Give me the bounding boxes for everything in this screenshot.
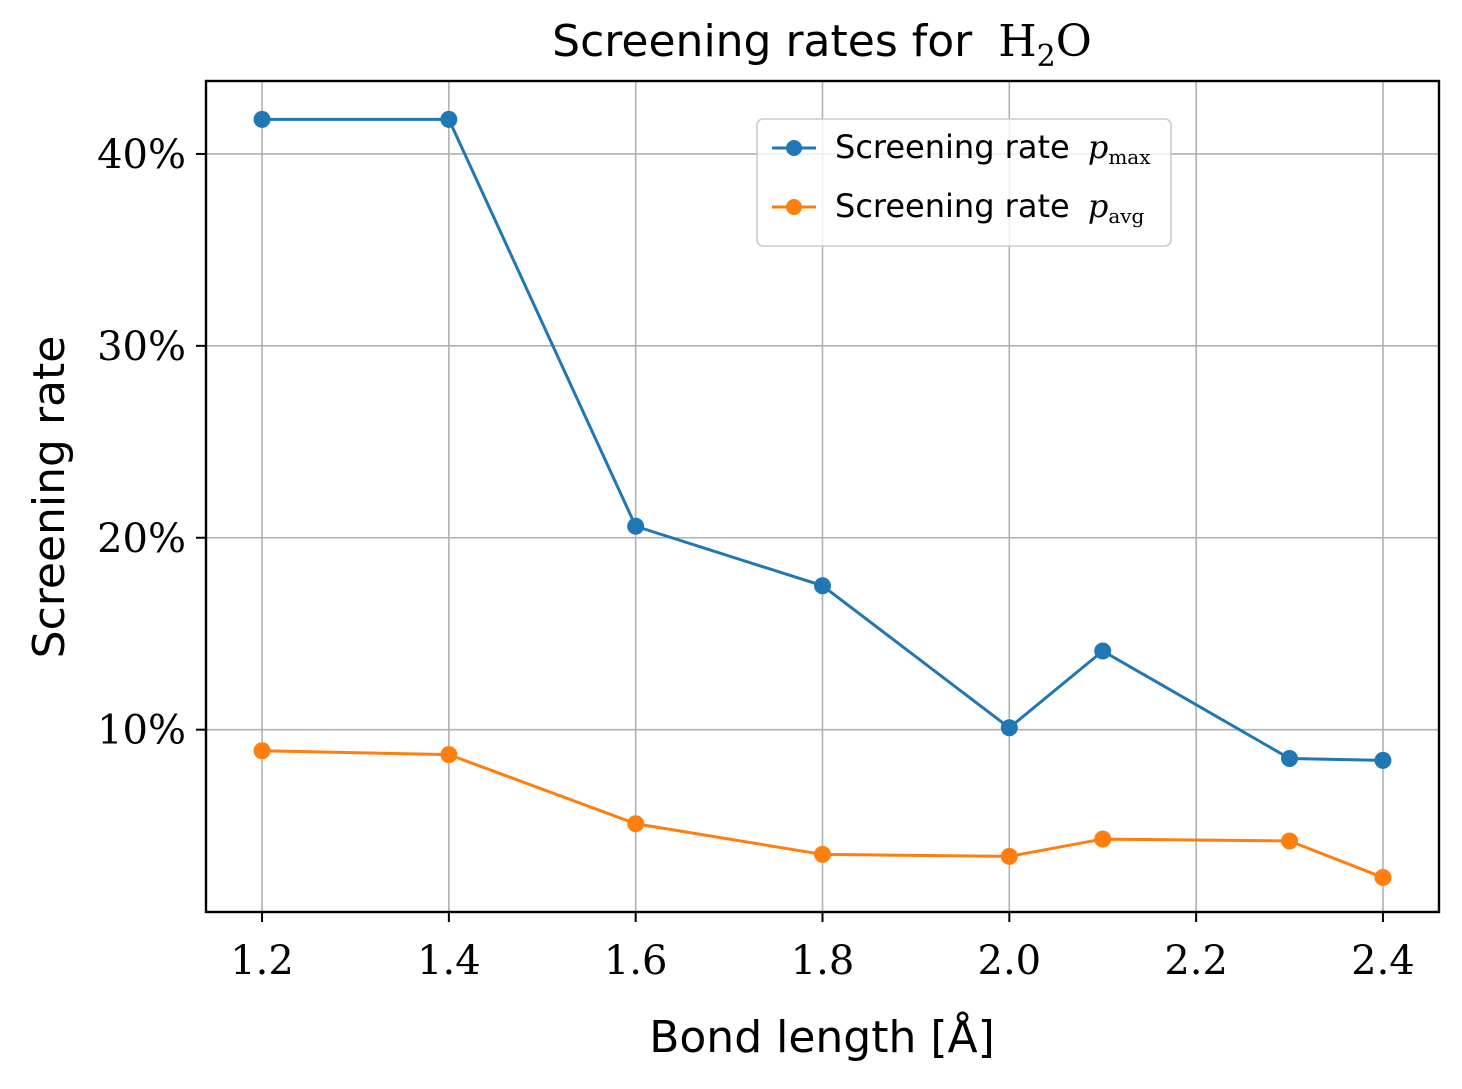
series-avg (253, 742, 1392, 886)
x-axis-label: Bond length [Å] (649, 1010, 995, 1063)
x-tick-label: 1.4 (417, 938, 481, 984)
legend-label-pavg-sub: avg (1108, 204, 1144, 228)
data-point-max (1374, 751, 1392, 769)
x-tick-label: 2.0 (978, 938, 1042, 984)
y-tick-label: 30% (97, 324, 186, 370)
chart-title-formula: H (998, 16, 1036, 67)
data-point-avg (814, 845, 831, 863)
legend-label-pmax: Screening rate pmax (835, 128, 1151, 169)
data-point-max (1281, 749, 1299, 767)
series-line-max (262, 117, 1383, 762)
data-point-avg (1094, 830, 1112, 848)
legend-entry-pmax: Screening rate pmax (772, 128, 1151, 169)
data-point-avg (253, 742, 271, 760)
y-tick-label: 40% (97, 132, 186, 178)
data-point-avg (627, 815, 645, 833)
legend-label-pmax-symbol: p (1088, 128, 1108, 166)
legend-box (756, 118, 1172, 247)
legend: Screening rate pmax Screening rate pavg (756, 118, 1172, 247)
x-tick-label: 2.4 (1351, 938, 1415, 984)
data-point-max (440, 110, 458, 128)
legend-label-pavg: Screening rate pavg (835, 187, 1145, 228)
data-point-max (1094, 642, 1112, 660)
x-tick-label: 1.8 (791, 938, 855, 984)
legend-marker-pmax (786, 140, 802, 156)
ticks: 1.2 1.4 1.6 1.8 2.0 2.2 2.4 10% 20% 30% 40% (97, 132, 1415, 984)
grid (206, 81, 1439, 912)
chart-title-formula-sub: 2 (1037, 39, 1056, 74)
data-point-max (814, 577, 831, 595)
legend-label-pavg-symbol: p (1088, 187, 1108, 225)
data-point-avg (1281, 832, 1299, 850)
y-tick-label: 10% (97, 708, 186, 754)
legend-label-pmax-text: Screening rate (835, 128, 1070, 166)
legend-marker-pavg (786, 199, 802, 215)
series-line-avg (262, 749, 1384, 879)
data-point-max (253, 110, 271, 128)
data-point-avg (1000, 847, 1018, 865)
legend-label-pmax-sub: max (1108, 145, 1151, 169)
x-tick-label: 1.6 (604, 938, 668, 984)
chart-title-text: Screening rates for (552, 16, 973, 67)
x-tick-label: 2.2 (1164, 938, 1228, 984)
x-tick-label: 1.2 (230, 938, 294, 984)
data-point-avg (1374, 868, 1392, 886)
data-point-avg (440, 746, 458, 764)
series-max (253, 110, 1392, 769)
series-layer (253, 110, 1392, 886)
chart-title-formula-tail: O (1056, 16, 1092, 67)
data-point-max (627, 517, 645, 535)
data-point-max (1000, 719, 1018, 737)
y-axis-label: Screening rate (24, 336, 75, 659)
legend-label-pavg-text: Screening rate (835, 187, 1070, 225)
y-tick-label: 20% (97, 516, 186, 562)
legend-entry-pavg: Screening rate pavg (772, 187, 1145, 228)
chart-title: Screening rates for H2O (552, 16, 1092, 74)
